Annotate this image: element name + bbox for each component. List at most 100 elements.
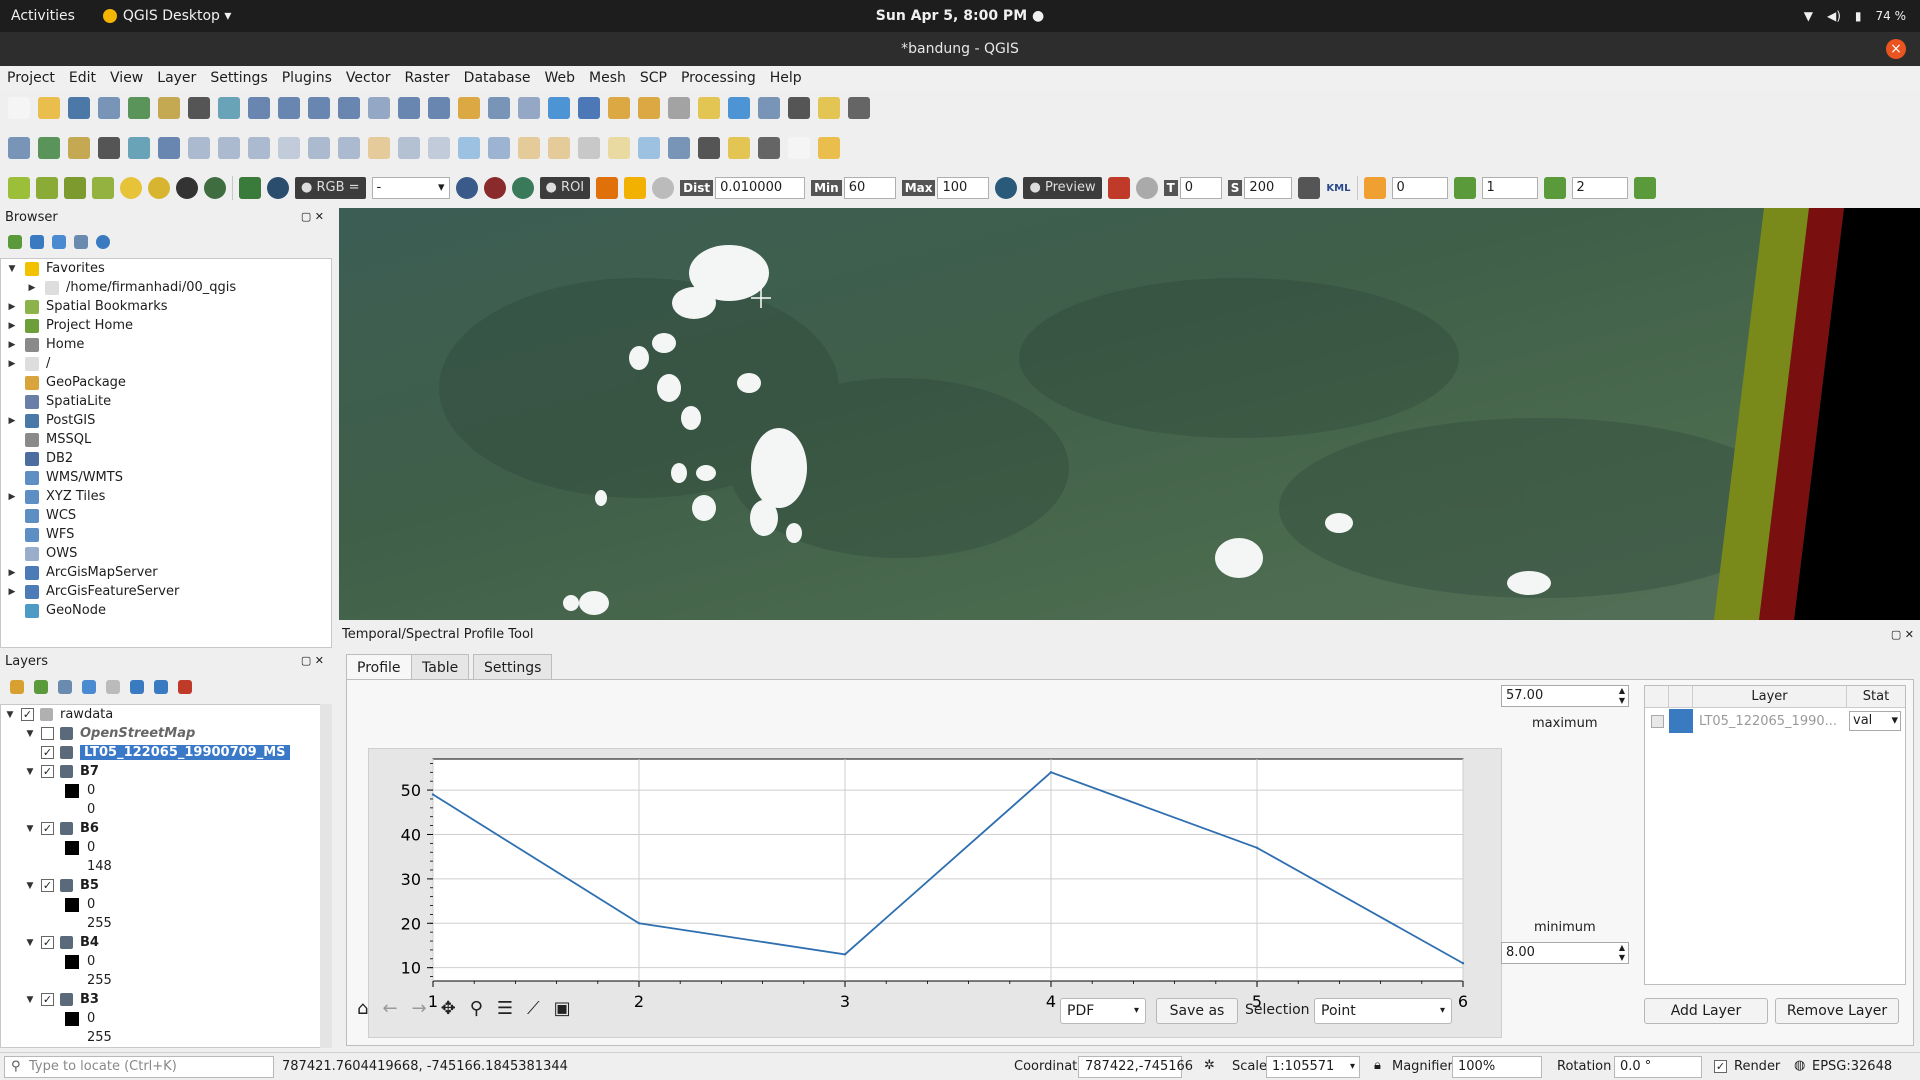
browser-item[interactable]: ▶ / [1, 354, 331, 373]
expand-arrow-icon[interactable]: ▶ [8, 320, 16, 331]
redo-preview-icon[interactable] [1135, 177, 1158, 199]
browser-item[interactable]: ▶ Spatial Bookmarks [1, 297, 331, 316]
menu-layer[interactable]: Layer [157, 70, 197, 86]
forward-arrow-icon[interactable]: → [411, 998, 427, 1019]
menu-web[interactable]: Web [544, 70, 576, 86]
lock-scale-icon[interactable]: 🔒︎ [1374, 1058, 1381, 1073]
format-select[interactable]: PDF ▾ [1060, 998, 1146, 1024]
add-group-icon[interactable] [34, 680, 48, 694]
coordinate-input[interactable]: 787422,-745166 [1078, 1056, 1193, 1078]
refresh-icon[interactable] [30, 235, 44, 249]
cut-features-icon[interactable] [398, 137, 420, 159]
save-edits-icon[interactable] [248, 137, 270, 159]
map-tips-icon[interactable] [818, 97, 840, 119]
browser-item[interactable]: GeoNode [1, 601, 331, 620]
tab-settings[interactable]: Settings [473, 654, 553, 680]
expand-arrow-icon[interactable]: ▶ [8, 301, 16, 312]
legend-item[interactable]: 0 [1, 952, 331, 971]
pan-icon[interactable] [188, 97, 210, 119]
browser-tree[interactable]: ▼ Favorites ▶ /home/firmanhadi/00_qgis ▶ Spat… [0, 258, 332, 648]
layer-item[interactable]: ✓ LT05_122065_19900709_MS [1, 743, 331, 762]
menu-raster[interactable]: Raster [404, 70, 450, 86]
create-roi-icon[interactable] [596, 177, 619, 199]
grid-icon[interactable] [1363, 177, 1386, 199]
spin-field-1[interactable]: 0 [1391, 177, 1448, 199]
open-project-icon[interactable] [38, 97, 60, 119]
maximum-spinbox[interactable]: 57.00 ▲ ▼ [1501, 685, 1629, 707]
pan-icon[interactable]: ✥ [440, 998, 456, 1019]
toggle-editing-icon[interactable] [188, 137, 210, 159]
redo-icon[interactable] [518, 137, 540, 159]
row-color-swatch[interactable] [1669, 709, 1693, 733]
legend-item[interactable]: 0 [1, 1009, 331, 1028]
zoom-input-icon[interactable] [267, 177, 289, 199]
table-row[interactable]: LT05_122065_1990... val ▾ [1645, 708, 1905, 734]
legend-item[interactable]: 0 [1, 800, 331, 819]
label-tool-icon[interactable] [548, 137, 570, 159]
row-checkbox[interactable] [1650, 714, 1664, 728]
browser-item[interactable]: SpatiaLite [1, 392, 331, 411]
new-virtual-layer-icon[interactable] [158, 137, 180, 159]
layer-item[interactable]: ▼ ✓ B7 [1, 762, 331, 781]
spin-field-3[interactable]: 2 [1571, 177, 1628, 199]
modify-attributes-icon[interactable] [338, 137, 360, 159]
browser-item[interactable]: ▶ ArcGisFeatureServer [1, 582, 331, 601]
panel-float-close-icons[interactable]: ▢ ✕ [300, 654, 324, 667]
expand-arrow-icon[interactable]: ▼ [26, 728, 34, 739]
show-bookmarks-icon[interactable] [488, 97, 510, 119]
expand-arrow-icon[interactable]: ▶ [8, 567, 16, 578]
band-set-icon[interactable] [8, 177, 30, 199]
filter-expression-icon[interactable] [106, 680, 120, 694]
layer-visibility-checkbox[interactable]: ✓ [41, 936, 54, 949]
spectral-plot-icon[interactable] [64, 177, 86, 199]
save-as-button[interactable]: Save as [1156, 998, 1238, 1024]
layer-item[interactable]: ▼ OpenStreetMap [1, 724, 331, 743]
browser-item[interactable]: WFS [1, 525, 331, 544]
legend-item[interactable]: 255 [1, 1028, 331, 1047]
local-std-stretch-icon[interactable] [483, 177, 506, 199]
save-figure-icon[interactable]: ▣ [553, 998, 571, 1019]
data-source-manager-icon[interactable] [8, 137, 30, 159]
processing-toolbox-icon[interactable] [728, 97, 750, 119]
activities-button[interactable]: Activities [11, 8, 75, 24]
layer-table[interactable]: Layer Stat LT05_122065_1990... val ▾ [1644, 685, 1906, 985]
roi-toggle[interactable]: ● ROI [539, 177, 591, 199]
legend-item[interactable]: 148 [1, 857, 331, 876]
statistical-summary-icon[interactable] [698, 97, 720, 119]
new-map-view-icon[interactable] [518, 97, 540, 119]
current-edits-icon[interactable] [218, 137, 240, 159]
save-project-icon[interactable] [68, 97, 90, 119]
add-selected-icon[interactable] [8, 235, 22, 249]
legend-item[interactable]: 0 [1, 781, 331, 800]
column-stat[interactable]: Stat [1862, 689, 1890, 704]
map-themes-icon[interactable] [58, 680, 72, 694]
more-icon[interactable] [728, 137, 750, 159]
zoom-next-icon[interactable] [428, 97, 450, 119]
add-layer-button[interactable]: Add Layer [1644, 998, 1768, 1024]
scale-select[interactable]: 1:105571 ▾ [1266, 1056, 1360, 1078]
edit-axis-icon[interactable]: ⟋ [527, 998, 540, 1019]
browser-item[interactable]: ▼ Favorites [1, 259, 331, 278]
browser-item[interactable]: WMS/WMTS [1, 468, 331, 487]
band-combination-icon[interactable] [36, 177, 58, 199]
dist-input[interactable]: 0.010000 [715, 177, 806, 199]
browser-item[interactable]: WCS [1, 506, 331, 525]
add-feature-icon[interactable] [278, 137, 300, 159]
max-input[interactable]: 100 [937, 177, 990, 199]
scp-dock-icon[interactable] [758, 137, 780, 159]
layer-visibility-checkbox[interactable]: ✓ [41, 879, 54, 892]
back-arrow-icon[interactable]: ← [382, 998, 398, 1019]
kml-button[interactable]: KML [1326, 182, 1351, 194]
layers-scrollbar[interactable] [320, 704, 332, 1048]
spin-field-2[interactable]: 1 [1481, 177, 1538, 199]
zoom-selection-icon[interactable] [368, 97, 390, 119]
app-menu[interactable]: QGIS Desktop ▾ [102, 8, 231, 24]
browser-item[interactable]: ▶ /home/firmanhadi/00_qgis [1, 278, 331, 297]
menu-processing[interactable]: Processing [680, 70, 756, 86]
redo-roi-icon[interactable] [652, 177, 675, 199]
text-annotation-icon[interactable] [848, 97, 870, 119]
menu-database[interactable]: Database [463, 70, 531, 86]
expand-arrow-icon[interactable]: ▼ [6, 709, 14, 720]
t-input[interactable]: 0 [1179, 177, 1222, 199]
open-attribute-table-icon[interactable] [668, 97, 690, 119]
